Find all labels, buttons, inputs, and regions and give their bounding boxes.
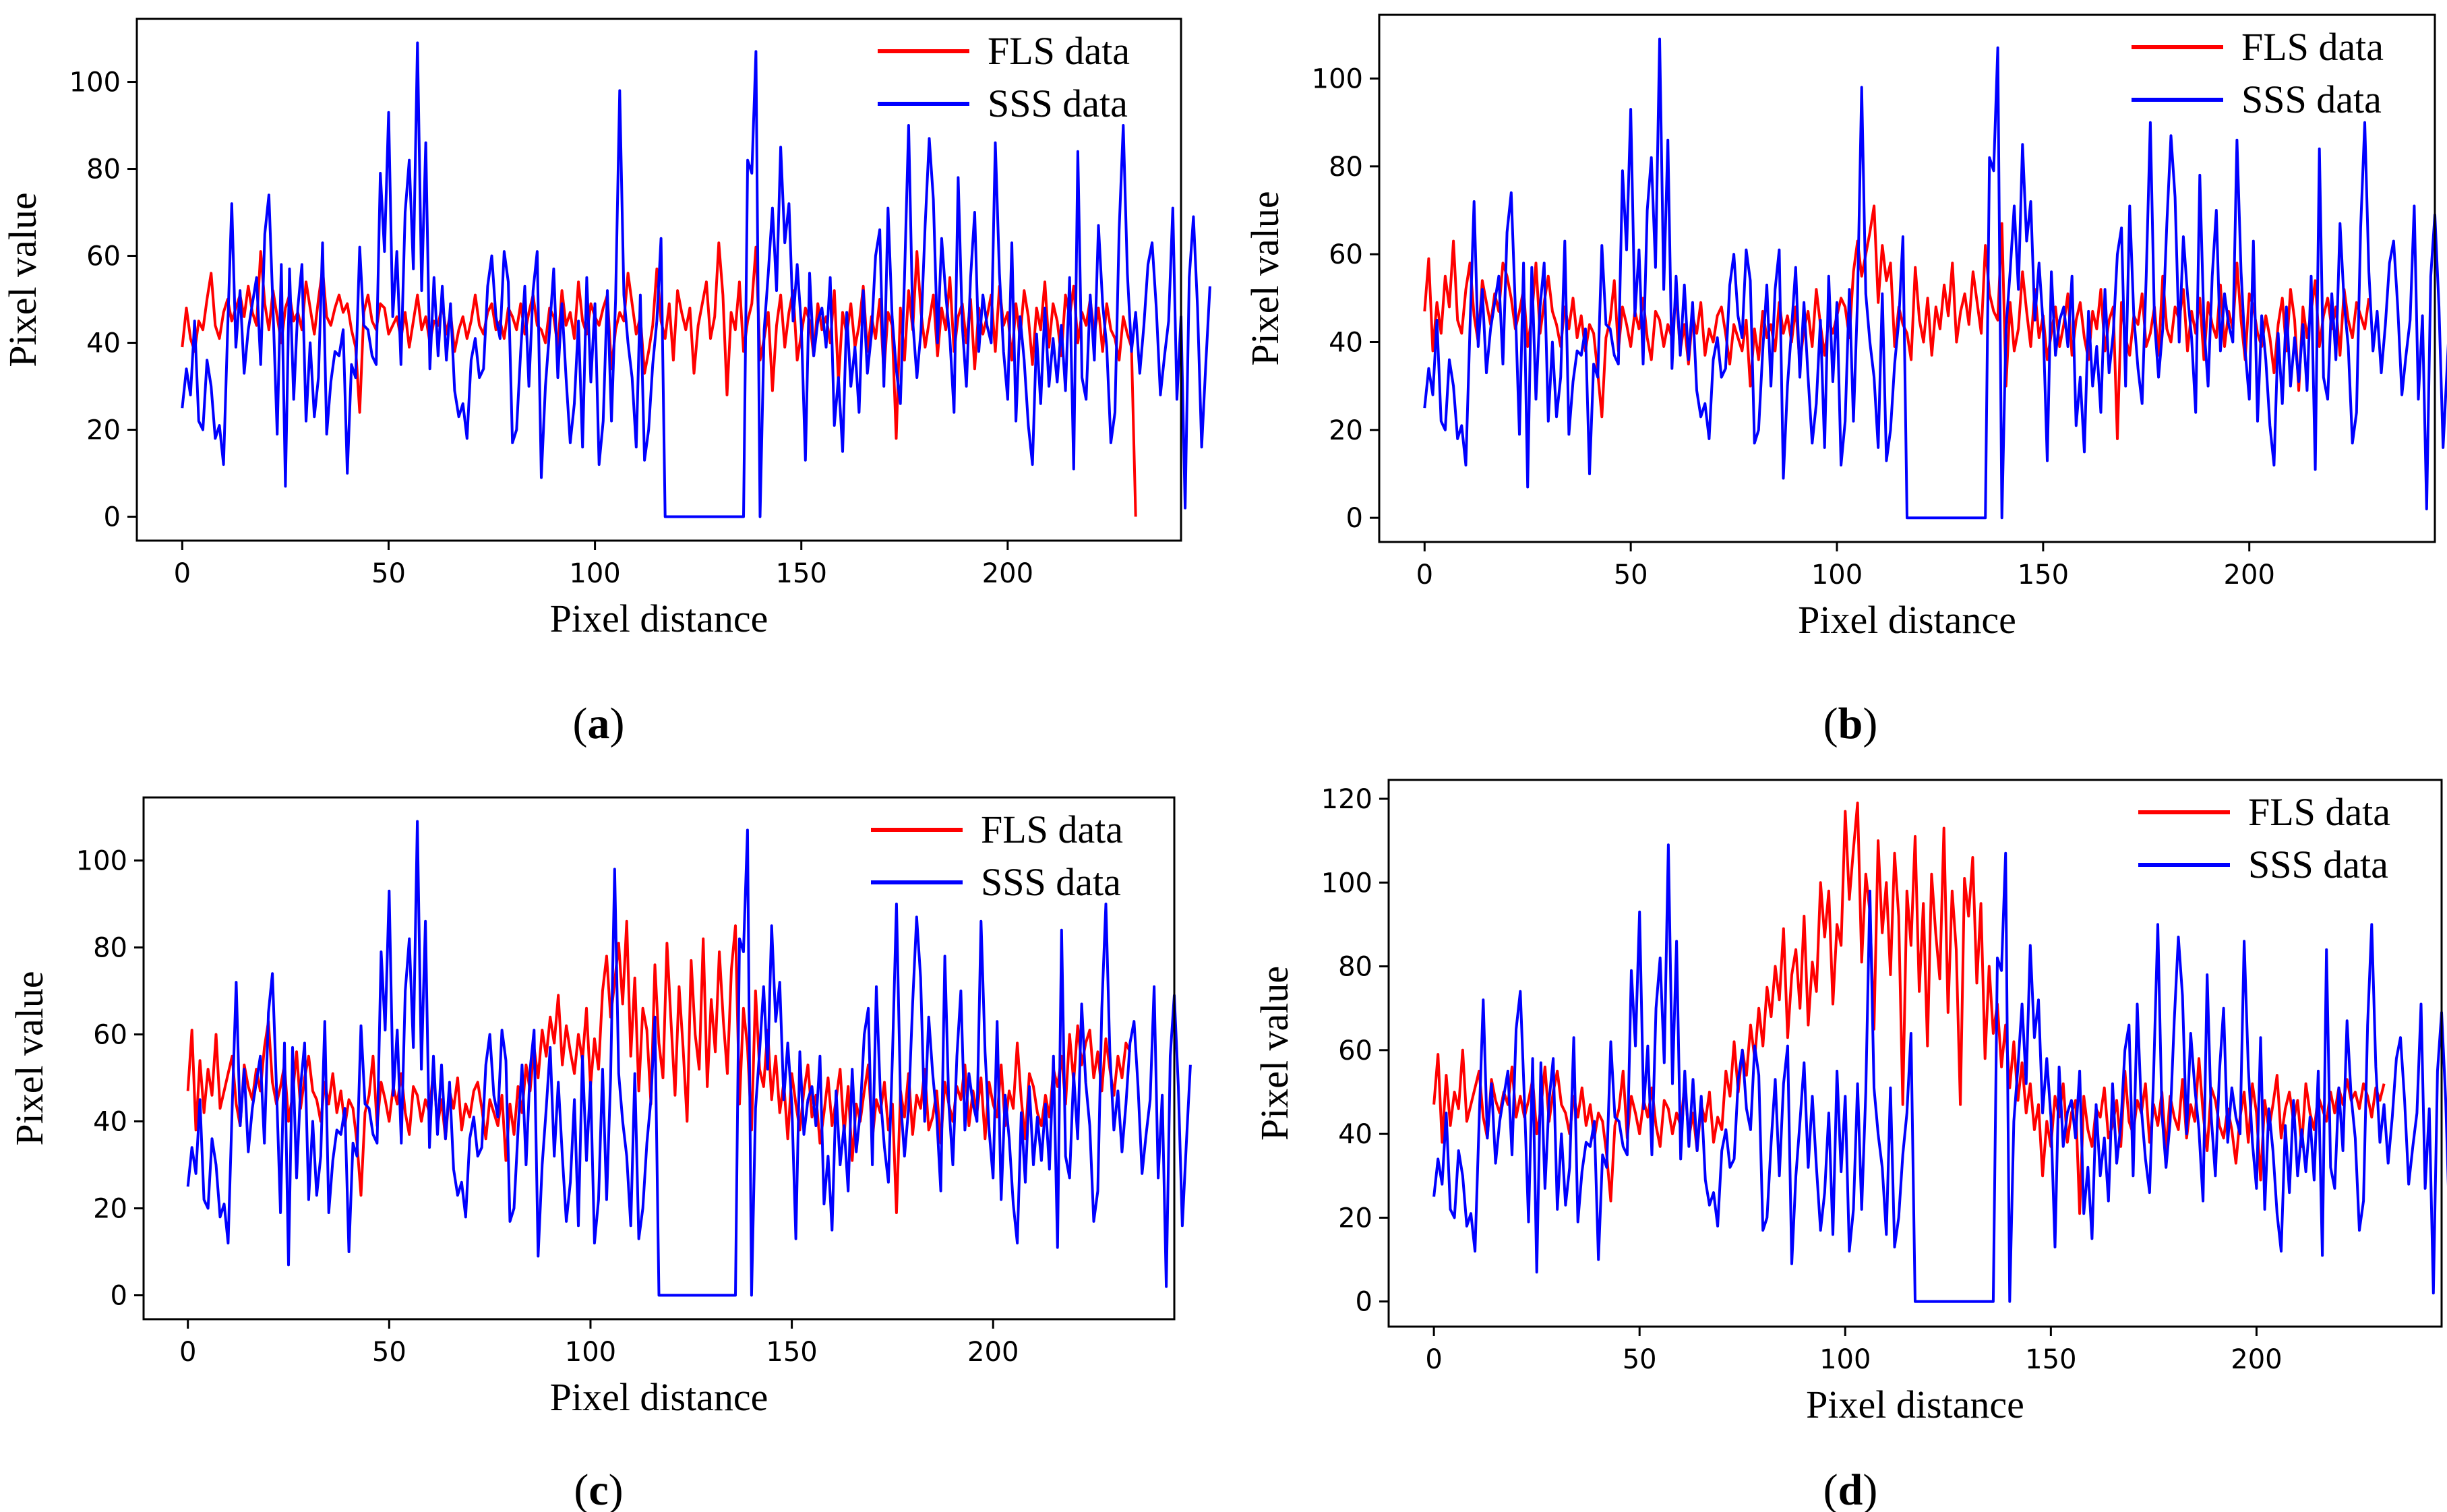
legend-label-sss: SSS data xyxy=(988,82,1128,125)
plot-frame xyxy=(135,18,1182,542)
chart-panel-b: 0 50 100 150 200 0 20 40 60 80 100 Pixel distance Pi… xyxy=(1243,13,2447,748)
legend-label-sss: SSS data xyxy=(981,860,1121,904)
x-tick-label: 50 xyxy=(371,558,406,589)
x-tick-label: 150 xyxy=(776,558,827,589)
y-tick-label: 0 xyxy=(1356,1287,1372,1318)
x-tick-label: 0 xyxy=(1416,560,1433,591)
plot-frame xyxy=(142,796,1176,1321)
y-tick-label: 60 xyxy=(1329,239,1363,270)
y-tick-label: 100 xyxy=(1321,868,1372,899)
x-tick-label: 100 xyxy=(1819,1344,1871,1375)
y-tick-label: 40 xyxy=(1329,327,1363,358)
x-axis-title: Pixel distance xyxy=(1798,598,2016,642)
y-tick-label: 40 xyxy=(1338,1119,1372,1150)
y-tick-label: 0 xyxy=(104,502,121,533)
panel-caption: (a) xyxy=(573,699,625,748)
x-tick-label: 200 xyxy=(2224,560,2275,591)
y-tick-label: 80 xyxy=(86,154,121,185)
legend: FLS data SSS data xyxy=(871,808,1123,904)
x-tick-label: 50 xyxy=(1614,560,1648,591)
plot-frame xyxy=(1387,779,2443,1328)
x-tick-label: 0 xyxy=(1425,1344,1442,1375)
y-tick-label: 80 xyxy=(1338,952,1372,983)
y-tick-label: 40 xyxy=(86,328,121,359)
x-axis-title: Pixel distance xyxy=(550,597,768,640)
y-axis-title: Pixel value xyxy=(1243,191,1287,365)
series-line-sss xyxy=(1432,843,2447,1303)
legend-label-fls: FLS data xyxy=(988,29,1130,73)
x-axis-title: Pixel distance xyxy=(550,1375,768,1419)
x-axis-title: Pixel distance xyxy=(1806,1383,2024,1426)
x-tick-label: 200 xyxy=(967,1337,1019,1368)
y-tick-label: 20 xyxy=(93,1194,127,1225)
panel-caption: (c) xyxy=(574,1465,623,1512)
x-tick-label: 150 xyxy=(2018,560,2069,591)
x-tick-label: 50 xyxy=(1623,1344,1657,1375)
legend-label-fls: FLS data xyxy=(2241,25,2384,69)
y-tick-label: 60 xyxy=(1338,1035,1372,1066)
x-tick-label: 100 xyxy=(1811,560,1863,591)
x-tick-label: 150 xyxy=(2025,1344,2076,1375)
plot-frame xyxy=(1378,13,2436,543)
series-line-sss xyxy=(181,41,1211,518)
legend-label-sss: SSS data xyxy=(2248,843,2388,886)
y-tick-label: 60 xyxy=(93,1020,127,1051)
y-axis-title: Pixel value xyxy=(1,192,44,367)
legend-label-sss: SSS data xyxy=(2241,78,2382,121)
panel-caption: (d) xyxy=(1823,1465,1878,1512)
chart-panel-d: 0 50 100 150 200 0 20 40 60 80 100 120 Pixel distanc… xyxy=(1252,779,2447,1512)
x-tick-label: 200 xyxy=(2231,1344,2282,1375)
y-tick-label: 80 xyxy=(1329,152,1363,183)
y-tick-label: 60 xyxy=(86,241,121,272)
legend: FLS data SSS data xyxy=(2138,790,2390,886)
panel-caption: (b) xyxy=(1823,699,1878,748)
y-tick-label: 0 xyxy=(111,1281,127,1312)
y-axis-title: Pixel value xyxy=(1252,966,1296,1141)
x-tick-label: 200 xyxy=(982,558,1033,589)
x-tick-label: 100 xyxy=(569,558,620,589)
chart-panel-c: 0 50 100 150 200 0 20 40 60 80 100 Pixel distance Pi… xyxy=(7,796,1192,1512)
series-line-sss xyxy=(1423,37,2447,520)
chart-panel-a: 0 50 100 150 200 0 20 40 60 80 100 Pixel distance Pi… xyxy=(1,18,1211,748)
y-tick-label: 0 xyxy=(1346,503,1363,534)
x-tick-label: 0 xyxy=(179,1337,196,1368)
y-tick-label: 20 xyxy=(1338,1203,1372,1234)
x-tick-label: 50 xyxy=(372,1337,406,1368)
legend-label-fls: FLS data xyxy=(981,808,1123,851)
y-tick-label: 40 xyxy=(93,1107,127,1138)
y-tick-label: 120 xyxy=(1321,784,1372,815)
y-tick-label: 80 xyxy=(93,933,127,964)
legend: FLS data SSS data xyxy=(2132,25,2384,121)
y-axis-title: Pixel value xyxy=(7,971,51,1145)
legend-label-fls: FLS data xyxy=(2248,790,2390,834)
y-tick-label: 20 xyxy=(86,415,121,446)
legend: FLS data SSS data xyxy=(878,29,1130,125)
x-tick-label: 100 xyxy=(565,1337,616,1368)
x-tick-label: 150 xyxy=(766,1337,817,1368)
y-tick-label: 100 xyxy=(1312,63,1363,94)
y-tick-label: 20 xyxy=(1329,415,1363,446)
y-tick-label: 100 xyxy=(69,67,121,98)
series-line-fls xyxy=(1432,802,2386,1215)
x-tick-label: 0 xyxy=(174,558,191,589)
series-line-sss xyxy=(186,820,1192,1297)
y-tick-label: 100 xyxy=(76,846,127,877)
